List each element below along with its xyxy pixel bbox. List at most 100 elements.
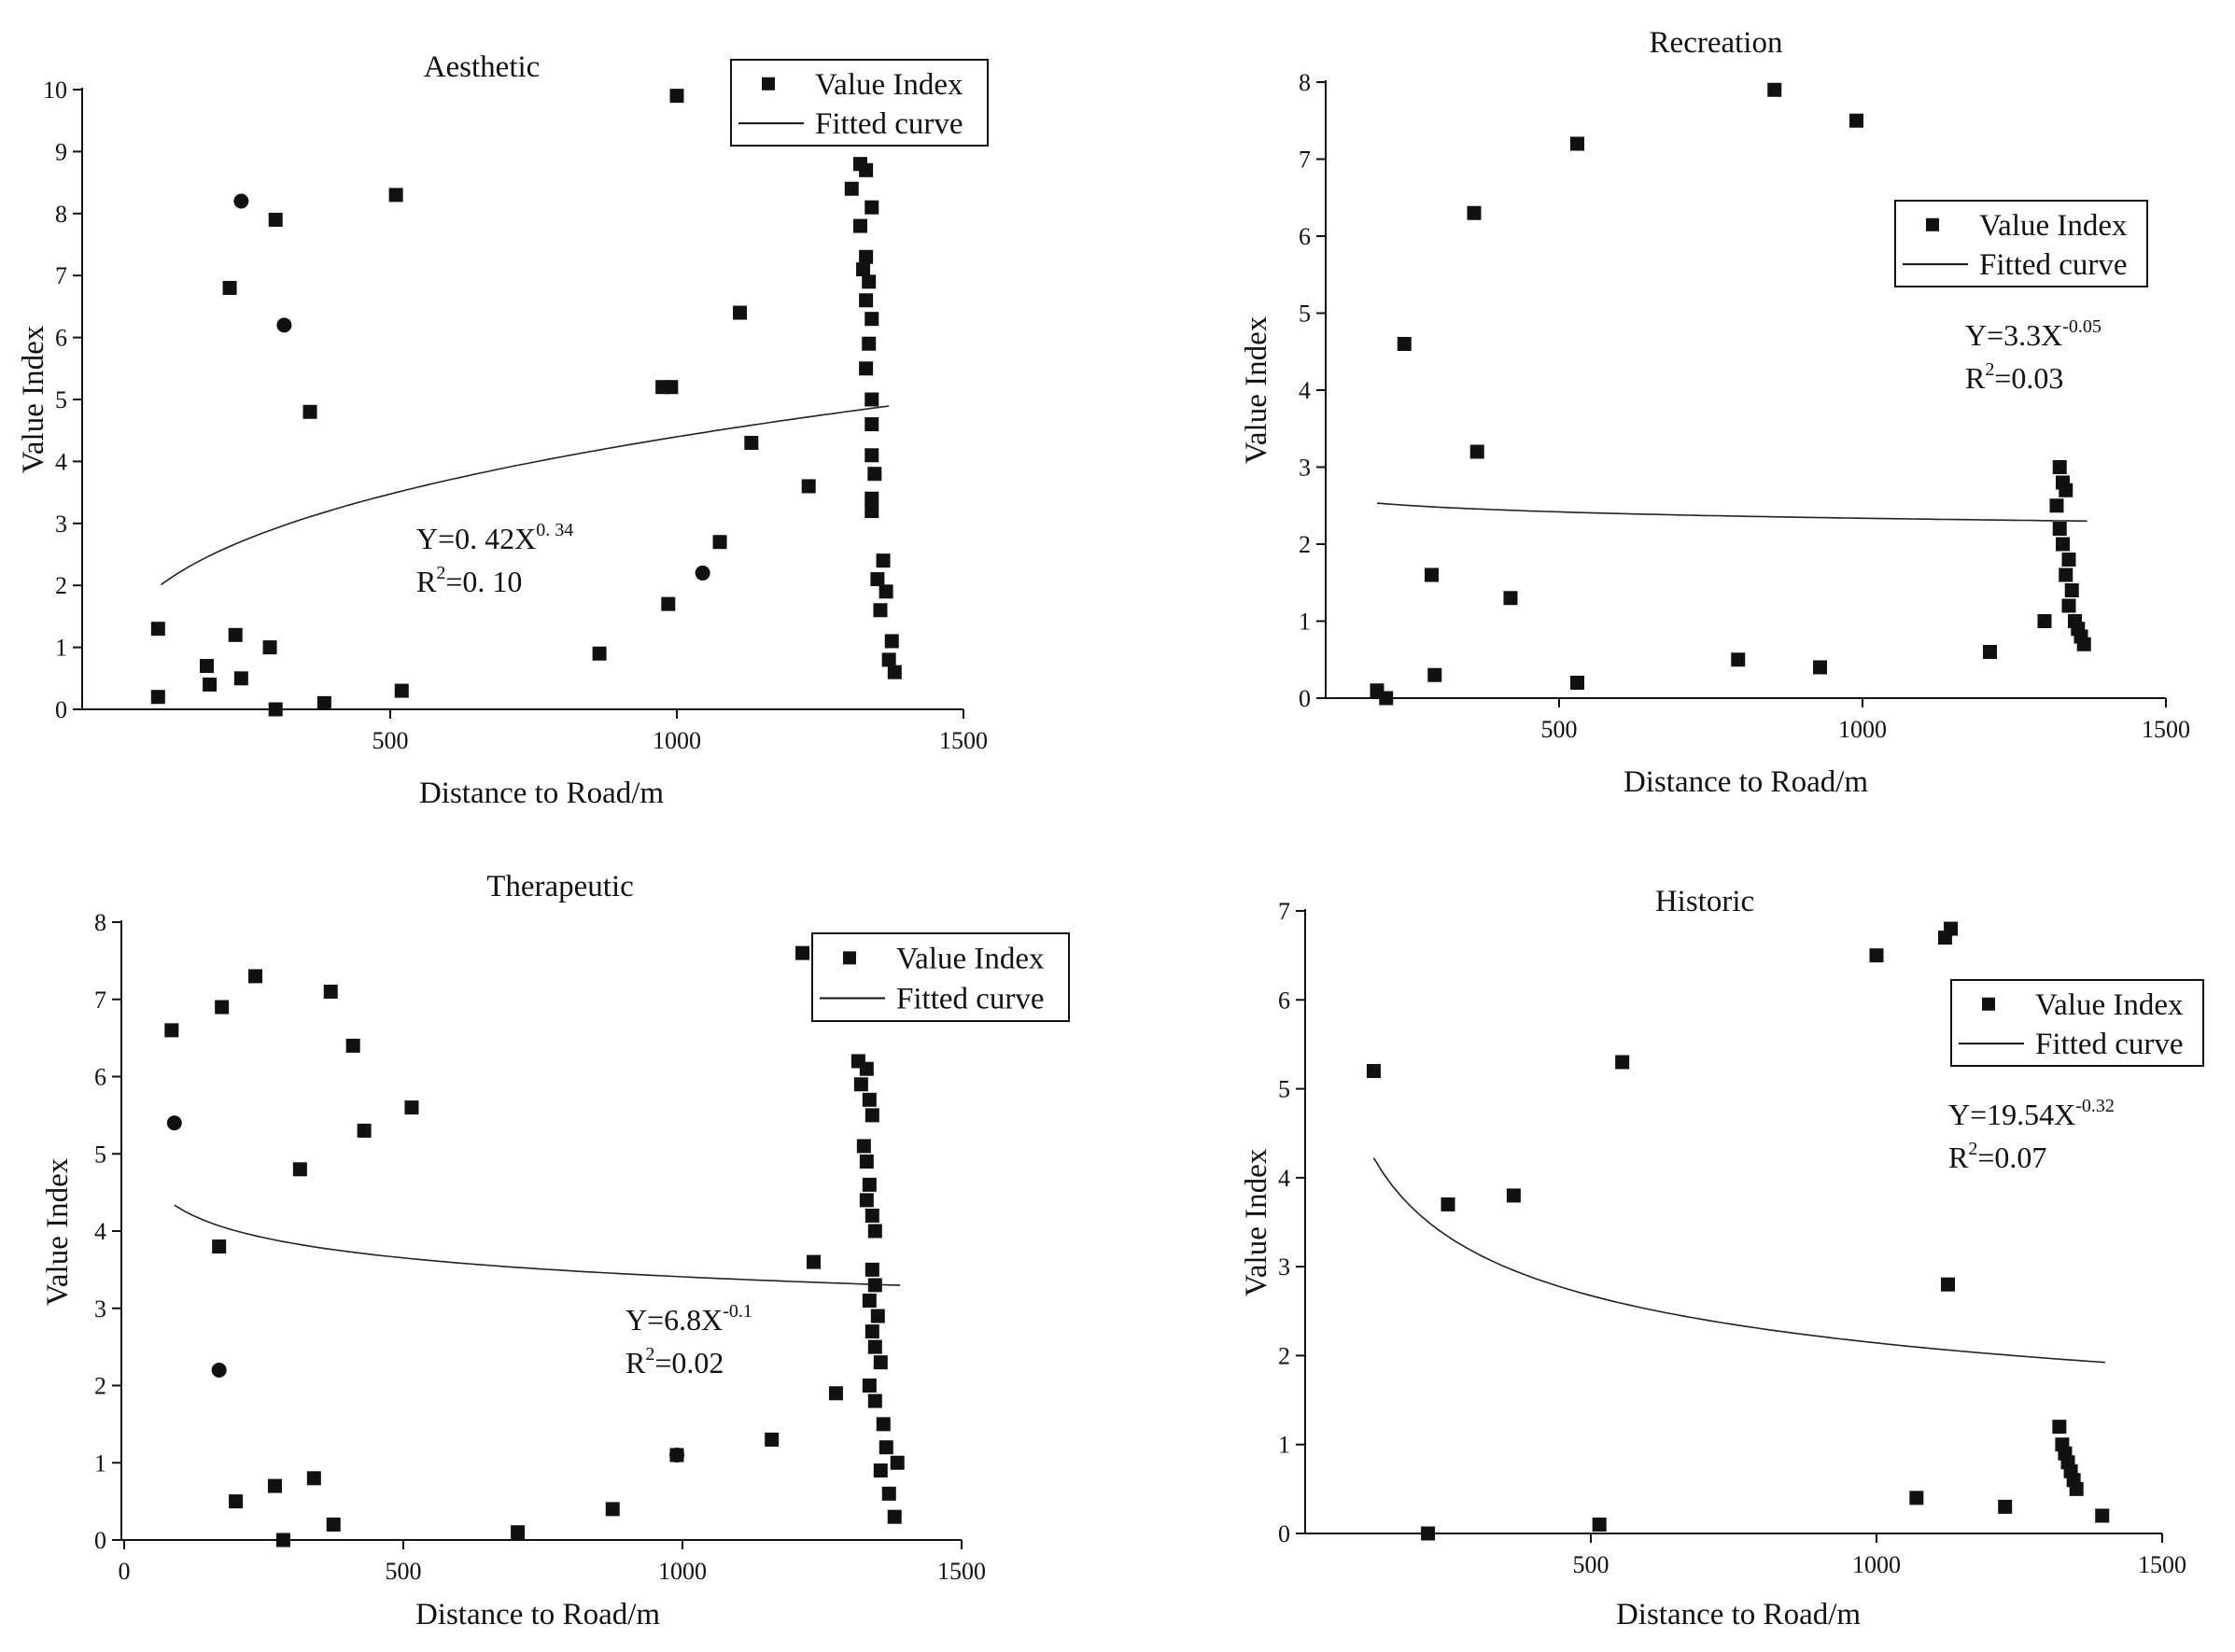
data-point (229, 1494, 244, 1509)
y-tick-label: 1 (55, 635, 67, 662)
data-point (1379, 691, 1394, 706)
data-point (212, 1239, 227, 1254)
data-point (864, 392, 879, 407)
data-point (164, 1023, 179, 1038)
data-point (712, 535, 727, 550)
legend-label: Fitted curve (1979, 248, 2128, 282)
data-point (801, 479, 816, 494)
data-point (268, 702, 283, 717)
y-tick-label: 4 (94, 1218, 106, 1245)
data-point (1615, 1055, 1630, 1070)
data-point (864, 491, 879, 506)
y-tick-label: 5 (1299, 301, 1311, 328)
data-point (267, 1478, 282, 1493)
y-tick-label: 6 (94, 1064, 106, 1091)
x-tick-label: 1500 (939, 727, 988, 754)
data-point (1366, 1064, 1381, 1079)
data-point (233, 671, 248, 686)
data-point (873, 1355, 888, 1370)
data-point (669, 1447, 685, 1463)
data-point (661, 596, 676, 611)
data-point (323, 984, 338, 999)
y-tick-label: 1 (1278, 1432, 1290, 1459)
data-point (862, 274, 877, 289)
chart-historic: 0 1 2 3 4 5 6 7 500 1000 1500 Historic Distance to R… (1240, 885, 2204, 1631)
data-point (807, 1254, 822, 1269)
y-tick-label: 1 (94, 1449, 106, 1477)
data-point (150, 690, 165, 705)
x-tick-label: 1500 (2142, 716, 2190, 743)
x-tick-label: 500 (1573, 1551, 1609, 1578)
data-point (2052, 522, 2067, 536)
data-point (844, 181, 859, 196)
data-point (592, 646, 607, 661)
chart-therapeutic: 0 1 2 3 4 5 6 7 8 0 500 1000 1500 Therapeutic Distance… (41, 870, 1070, 1631)
data-point (222, 280, 237, 295)
x-tick-label: 1000 (1838, 716, 1887, 743)
y-tick-label: 6 (1278, 987, 1290, 1014)
data-point (879, 584, 893, 599)
y-tick-label: 7 (1278, 898, 1290, 925)
legend: Value Index Fitted curve (1894, 200, 2148, 287)
data-point (864, 417, 879, 432)
fitted-curve (160, 405, 890, 586)
data-point (1421, 1526, 1436, 1541)
data-point (275, 1533, 290, 1547)
data-point (879, 1440, 893, 1455)
data-point (2049, 498, 2064, 513)
data-point (150, 622, 165, 637)
y-tick-label: 8 (94, 909, 106, 936)
data-point (1983, 645, 1997, 659)
data-point (1767, 82, 1782, 97)
data-point (867, 1393, 882, 1408)
data-point (2095, 1508, 2110, 1523)
data-point (695, 565, 710, 581)
x-tick-label: 500 (386, 1558, 422, 1585)
x-tick-label: 1500 (2138, 1551, 2186, 1578)
data-point (511, 1525, 526, 1540)
data-point (862, 336, 877, 351)
data-point (228, 627, 243, 642)
data-point (2061, 553, 2076, 567)
data-point (1731, 652, 1746, 667)
legend-label: Value Index (2035, 988, 2184, 1022)
data-point (873, 603, 888, 618)
y-tick-label: 5 (1278, 1076, 1290, 1103)
data-point (664, 380, 679, 395)
y-tick-label: 5 (55, 386, 67, 413)
data-point (1941, 1277, 1955, 1292)
legend-label: Value Index (1979, 209, 2128, 243)
data-point (276, 317, 292, 333)
data-point (2069, 1481, 2084, 1496)
data-point (248, 969, 263, 984)
data-point (867, 467, 882, 482)
data-point (1813, 660, 1827, 675)
data-point (669, 89, 684, 104)
data-point (1441, 1197, 1455, 1211)
chart-title: Recreation (1650, 26, 1783, 60)
legend-box (811, 932, 1070, 1022)
data-point (870, 572, 885, 587)
legend-label: Fitted curve (815, 107, 963, 141)
legend-label: Fitted curve (2035, 1028, 2184, 1061)
legend-marker (1926, 217, 1939, 231)
chart-title: Therapeutic (486, 870, 634, 903)
data-point (864, 1262, 879, 1277)
data-point (2061, 598, 2076, 613)
data-point (881, 1486, 896, 1501)
y-tick-label: 7 (1299, 147, 1311, 174)
data-point (859, 1193, 874, 1208)
data-point (316, 695, 331, 710)
data-point (859, 162, 874, 177)
y-tick-label: 0 (1278, 1520, 1290, 1547)
data-point (864, 1324, 879, 1339)
fit-equation: Y=19.54X-0.32 (1948, 1096, 2115, 1131)
legend-marker (843, 951, 856, 965)
data-point (862, 1379, 877, 1393)
y-tick-label: 2 (1299, 531, 1311, 558)
data-point (744, 435, 759, 450)
data-point (864, 448, 879, 463)
y-tick-label: 1 (1299, 609, 1311, 636)
data-point (1469, 444, 1484, 459)
data-point (1425, 567, 1439, 582)
